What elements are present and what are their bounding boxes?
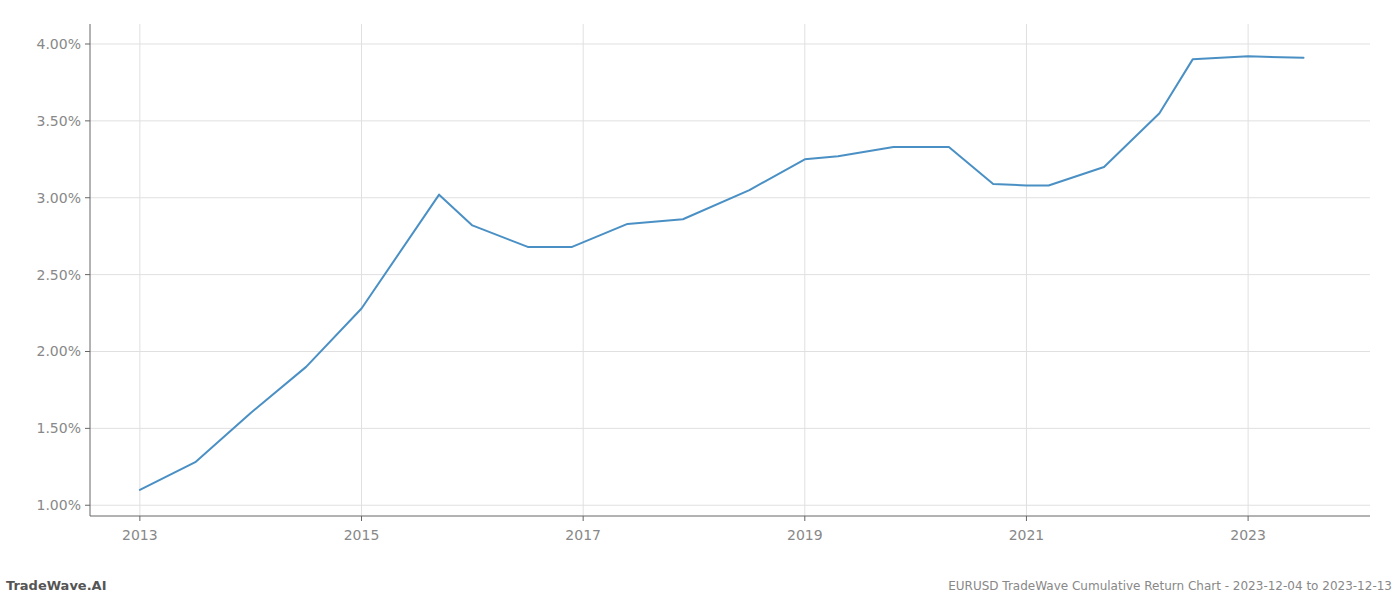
y-tick-label: 4.00%: [37, 36, 81, 52]
x-tick-label: 2021: [1009, 527, 1045, 543]
y-grid-line: [90, 274, 1370, 275]
line: [140, 56, 1304, 490]
grid: [90, 24, 1370, 516]
x-tick-label: 2023: [1230, 527, 1266, 543]
y-tick-label: 1.50%: [37, 420, 81, 436]
y-axis-line: [90, 24, 91, 516]
x-grid-line: [583, 24, 584, 516]
y-tick-label: 3.00%: [37, 190, 81, 206]
footer-left: TradeWave.AI: [6, 578, 107, 593]
x-tick-label: 2015: [344, 527, 380, 543]
y-tick-label: 2.00%: [37, 343, 81, 359]
x-tick-label: 2017: [565, 527, 601, 543]
y-tick: [85, 120, 90, 121]
x-tick: [361, 516, 362, 521]
x-tick-label: 2019: [787, 527, 823, 543]
x-tick: [804, 516, 805, 521]
y-tick-label: 3.50%: [37, 113, 81, 129]
y-tick: [85, 505, 90, 506]
x-grid-line: [1248, 24, 1249, 516]
x-tick-label: 2013: [122, 527, 158, 543]
x-axis-line: [90, 516, 1370, 517]
y-tick-label: 1.00%: [37, 497, 81, 513]
x-grid-line: [139, 24, 140, 516]
y-tick: [85, 428, 90, 429]
x-grid-line: [1026, 24, 1027, 516]
y-grid-line: [90, 120, 1370, 121]
y-tick: [85, 197, 90, 198]
x-grid-line: [804, 24, 805, 516]
y-grid-line: [90, 505, 1370, 506]
y-tick: [85, 351, 90, 352]
x-tick: [583, 516, 584, 521]
plot-area: [140, 56, 1304, 490]
y-grid-line: [90, 43, 1370, 44]
x-tick: [1026, 516, 1027, 521]
axes: 2013 2015 2017 2019 2021 2023 1.00% 1.50% 2.00% 2…: [37, 24, 1370, 543]
footer-right: EURUSD TradeWave Cumulative Return Chart…: [948, 579, 1392, 593]
chart: 2013 2015 2017 2019 2021 2023 1.00% 1.50% 2.00% 2…: [0, 0, 1400, 600]
y-tick: [85, 43, 90, 44]
x-tick: [139, 516, 140, 521]
y-tick: [85, 274, 90, 275]
y-grid-line: [90, 428, 1370, 429]
y-tick-label: 2.50%: [37, 267, 81, 283]
y-grid-line: [90, 351, 1370, 352]
x-tick: [1248, 516, 1249, 521]
x-grid-line: [361, 24, 362, 516]
